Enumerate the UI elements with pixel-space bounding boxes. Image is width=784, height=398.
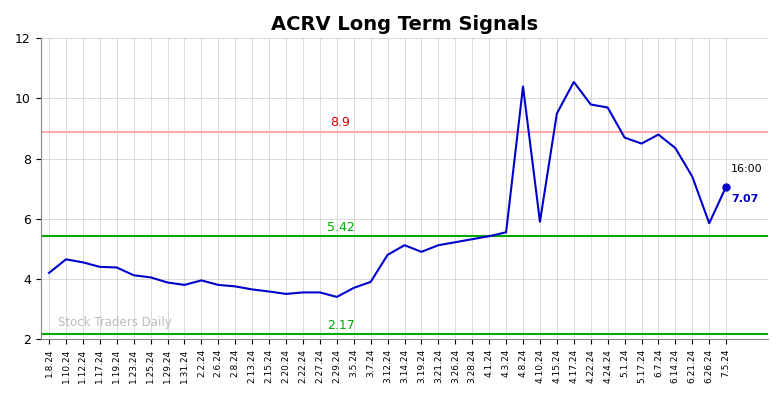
Title: ACRV Long Term Signals: ACRV Long Term Signals: [271, 15, 538, 34]
Text: 2.17: 2.17: [327, 318, 354, 332]
Text: 8.9: 8.9: [331, 116, 350, 129]
Text: 7.07: 7.07: [731, 193, 759, 204]
Text: Stock Traders Daily: Stock Traders Daily: [57, 316, 171, 328]
Text: 5.42: 5.42: [327, 221, 354, 234]
Text: 16:00: 16:00: [731, 164, 763, 174]
